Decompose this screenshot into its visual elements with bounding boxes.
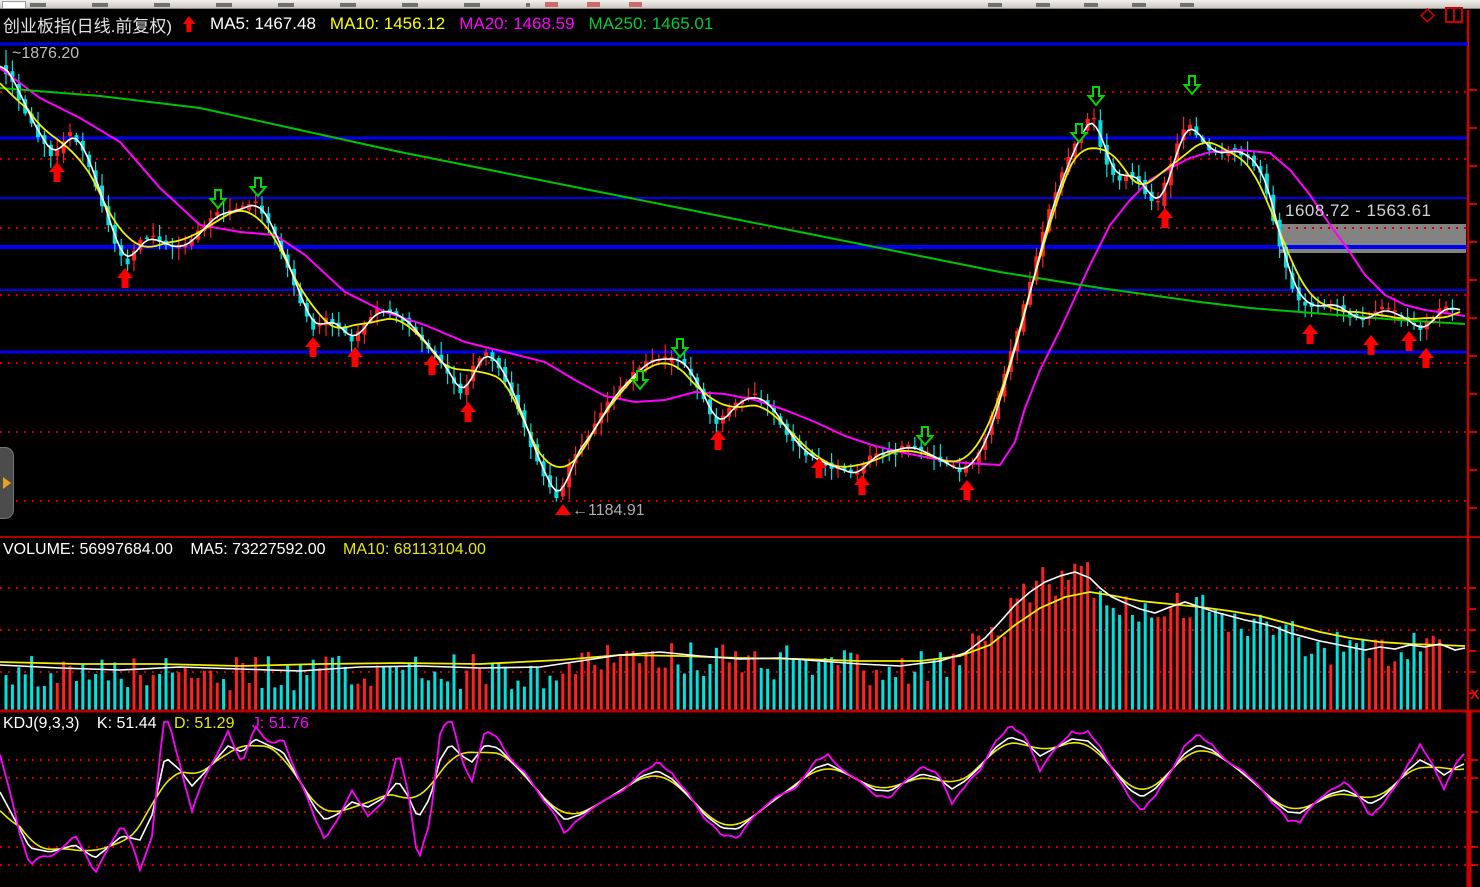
menu-text-fragments-right [988,3,1198,7]
kdj-header: KDJ(9,3,3) K: 51.44 D: 51.29 J: 51.76 [3,715,322,733]
volume-ma5-value: MA5: 73227592.00 [190,541,326,558]
ma5-value: MA5: 1467.48 [210,14,316,33]
menu-text-fragments [30,3,530,7]
high-price-label: ~1876.20 [12,45,80,62]
split-window-icon[interactable] [1444,6,1464,24]
menu-bar[interactable] [0,0,1480,9]
range-band-label: 1608.72 - 1563.61 [1285,201,1432,220]
ma10-value: MA10: 1456.12 [329,14,446,33]
chart-header: 创业板指(日线.前复权) MA5: 1467.48 MA10: 1456.12 … [0,8,1480,40]
symbol-title: 创业板指(日线.前复权) [3,16,173,36]
kdj-j-value: J: 51.76 [251,715,309,732]
sidebar-expand-tab[interactable] [0,447,14,519]
ma250-value: MA250: 1465.01 [588,14,714,33]
volume-value: VOLUME: 56997684.00 [3,541,173,558]
menu-highlight-fragments [545,2,663,7]
diamond-icon[interactable] [1418,6,1436,24]
kdj-title: KDJ(9,3,3) [3,715,80,732]
up-arrow-icon [183,16,196,32]
panel-close-icon[interactable]: X [1470,686,1480,702]
ma20-value: MA20: 1468.59 [459,14,575,33]
app-icon [2,1,26,9]
volume-ma10-value: MA10: 68113104.00 [343,541,486,558]
kdj-d-value: D: 51.29 [173,715,235,732]
volume-header: VOLUME: 56997684.00 MA5: 73227592.00 MA1… [3,541,499,559]
expand-arrow-icon [3,477,11,489]
kdj-k-value: K: 51.44 [96,715,157,732]
low-price-label: ←1184.91 [572,502,645,519]
